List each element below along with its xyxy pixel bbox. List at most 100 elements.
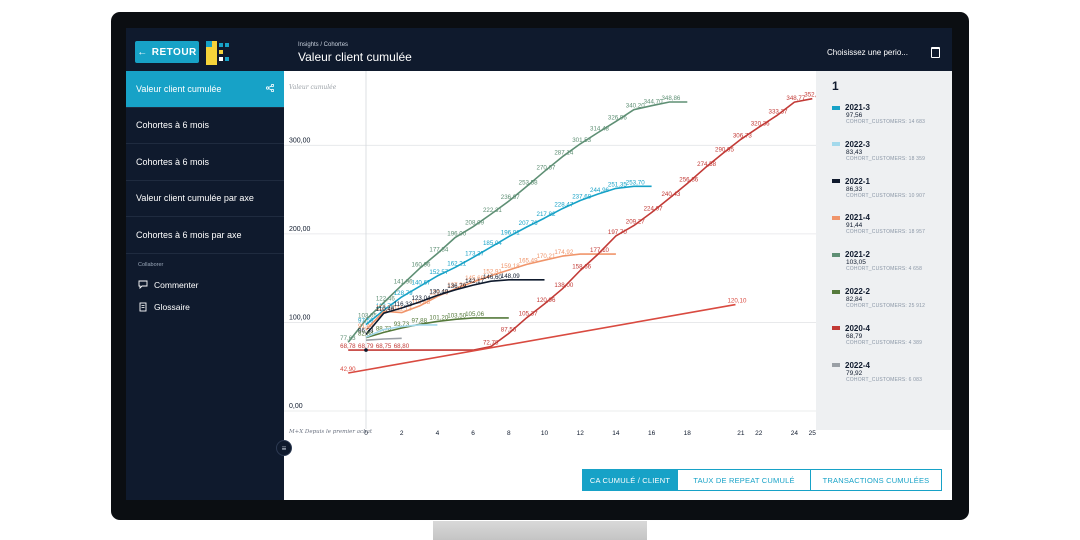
collab-section-label: Collaborer <box>138 261 164 268</box>
data-label: 352,58 <box>804 92 816 99</box>
legend-cohort-customers: COHORT_CUSTOMERS: 18 359 <box>846 155 926 162</box>
legend-cohort-customers: COHORT_CUSTOMERS: 10 907 <box>846 192 926 199</box>
x-tick-label: 21 <box>737 430 745 437</box>
data-label: 77,63 <box>340 335 356 342</box>
x-tick-label: 14 <box>612 430 620 437</box>
legend-swatch <box>832 105 840 110</box>
sidebar-item-valeur-par-axe[interactable]: Valeur client cumulée par axe <box>126 181 284 217</box>
y-tick-label: 200,00 <box>289 226 311 233</box>
data-label: 287,14 <box>554 150 573 157</box>
sidebar-item-label: Valeur client cumulée par axe <box>136 193 254 204</box>
data-label: 146,60 <box>483 274 502 281</box>
data-label: 196,00 <box>447 230 466 237</box>
data-label: 170,21 <box>537 253 556 260</box>
legend-item[interactable]: 2021-3 97,56 COHORT_CUSTOMERS: 14 683 <box>832 103 947 125</box>
data-label: 222,31 <box>483 207 502 214</box>
legend-swatch <box>832 215 840 220</box>
legend-item[interactable]: 2022-4 79,92 COHORT_CUSTOMERS: 6 083 <box>832 361 947 383</box>
legend-item[interactable]: 2022-3 83,43 COHORT_CUSTOMERS: 18 359 <box>832 140 947 162</box>
x-tick-label: 12 <box>577 430 585 437</box>
comment-link[interactable]: Commenter <box>126 274 284 296</box>
legend-cohort-name: 2020-4 <box>845 323 870 333</box>
x-tick-label: 22 <box>755 430 763 437</box>
x-tick-label: 10 <box>541 430 549 437</box>
tab-taux-repeat[interactable]: TAUX DE REPEAT CUMULÉ <box>678 469 811 491</box>
legend-cohort-value: 97,56 <box>846 112 863 119</box>
legend-item[interactable]: 2022-1 86,33 COHORT_CUSTOMERS: 10 907 <box>832 177 947 199</box>
sidebar-item-cohortes-6-mois-2[interactable]: Cohortes à 6 mois <box>126 144 284 181</box>
monitor-stand <box>433 521 647 540</box>
sidebar-item-valeur-client-cumulee[interactable]: Valeur client cumulée <box>126 71 284 108</box>
data-label: 340,20 <box>626 103 645 110</box>
data-label: 173,37 <box>465 250 484 257</box>
data-label: 152,91 <box>483 269 502 276</box>
tab-transactions[interactable]: TRANSACTIONS CUMULÉES <box>811 469 942 491</box>
glossary-link[interactable]: Glossaire <box>126 296 284 318</box>
legend-cohort-customers: COHORT_CUSTOMERS: 6 083 <box>846 376 923 383</box>
legend-row: 2022-1 <box>832 177 947 186</box>
legend-swatch <box>832 252 840 257</box>
legend-row: 2021-4 <box>832 213 947 222</box>
data-label: 274,58 <box>697 161 716 168</box>
sidebar-item-label: Cohortes à 6 mois <box>136 156 210 167</box>
data-label: 112,53 <box>376 304 395 311</box>
series-line <box>365 279 545 336</box>
origin-marker <box>364 348 368 352</box>
sidebar-toggle-icon[interactable]: ≡ <box>276 440 292 456</box>
tab-ca-cumule[interactable]: CA CUMULÉ / CLIENT <box>582 469 678 491</box>
series-line <box>365 185 652 326</box>
data-label: 118,68 <box>412 299 431 306</box>
share-icon[interactable] <box>266 84 274 92</box>
legend-cohort-name: 2021-3 <box>845 103 870 112</box>
glossary-icon <box>139 302 147 311</box>
metric-tabs: CA CUMULÉ / CLIENT TAUX DE REPEAT CUMULÉ… <box>582 469 942 491</box>
data-label: 152,57 <box>429 269 448 276</box>
legend-row: 2022-4 <box>832 361 947 370</box>
data-label: 158,66 <box>572 263 591 270</box>
data-label: 207,76 <box>519 220 538 227</box>
sidebar-item-cohortes-par-axe[interactable]: Cohortes à 6 mois par axe <box>126 217 284 254</box>
legend-cohort-value: 86,33 <box>846 185 863 193</box>
back-button[interactable]: ← RETOUR <box>135 41 199 63</box>
legend-item[interactable]: 2021-2 103,05 COHORT_CUSTOMERS: 4 658 <box>832 250 947 272</box>
data-label: 160,96 <box>412 261 431 268</box>
data-label: 145,69 <box>465 275 484 282</box>
legend-swatch <box>832 179 840 184</box>
period-selector[interactable]: Choisissez une perio... <box>827 48 908 57</box>
legend-row: 2021-3 <box>832 103 947 112</box>
app-screen: ← RETOUR Insights / Cohortes Valeur clie… <box>126 28 952 500</box>
tab-label: TAUX DE REPEAT CUMULÉ <box>693 475 795 485</box>
page-title: Valeur client cumulée <box>298 50 412 64</box>
data-label: 224,07 <box>644 206 663 213</box>
legend-item[interactable]: 2022-2 82,84 COHORT_CUSTOMERS: 25 912 <box>832 287 947 309</box>
legend-item[interactable]: 2021-4 91,44 COHORT_CUSTOMERS: 18 957 <box>832 213 947 235</box>
series-line <box>365 337 402 341</box>
arrow-left-icon: ← <box>137 46 148 58</box>
data-label: 72,78 <box>483 340 499 347</box>
data-label: 87,56 <box>501 326 517 333</box>
top-bar: ← RETOUR Insights / Cohortes Valeur clie… <box>126 28 952 71</box>
data-label: 344,70 <box>644 99 663 106</box>
x-tick-label: 4 <box>436 430 440 437</box>
sidebar-item-cohortes-6-mois[interactable]: Cohortes à 6 mois <box>126 108 284 144</box>
x-tick-label: 18 <box>684 430 692 437</box>
data-label: 82,84 <box>358 331 374 338</box>
data-label: 105,37 <box>519 311 538 318</box>
y-tick-label: 300,00 <box>289 137 311 144</box>
legend-row: 2021-2 <box>832 250 947 259</box>
series-line <box>348 97 813 351</box>
data-label: 177,10 <box>590 247 609 254</box>
legend-row: 2022-3 <box>832 140 947 149</box>
calendar-icon[interactable] <box>931 47 940 58</box>
data-label: 177,84 <box>429 246 448 253</box>
y-axis-label: Valeur cumulée <box>289 84 337 91</box>
legend-cohort-name: 2022-1 <box>845 176 870 186</box>
data-label: 68,79 <box>358 343 374 350</box>
data-label: 68,80 <box>394 343 410 350</box>
x-tick-label: 6 <box>471 430 475 437</box>
data-label: 348,77 <box>786 95 805 102</box>
data-label: 256,86 <box>679 176 698 183</box>
back-button-label: RETOUR <box>151 46 197 58</box>
legend-item[interactable]: 2020-4 68,79 COHORT_CUSTOMERS: 4 389 <box>832 324 947 346</box>
legend-cohort-value: 103,05 <box>846 259 866 267</box>
